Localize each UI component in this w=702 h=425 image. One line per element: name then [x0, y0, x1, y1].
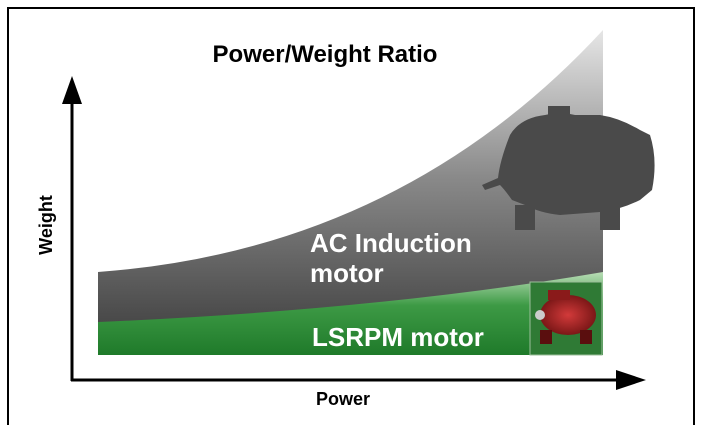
lsrpm-motor-icon: [530, 282, 602, 355]
title: Power/Weight Ratio: [213, 41, 438, 68]
region-label: AC Induction: [310, 228, 472, 258]
region-label: motor: [310, 258, 384, 288]
region-label: LSRPM motor: [312, 322, 484, 352]
diagram: Power/Weight Ratio Weight Power AC Induc…: [0, 0, 702, 425]
y-axis-label: Weight: [36, 195, 56, 255]
x-axis-label: Power: [316, 389, 370, 409]
